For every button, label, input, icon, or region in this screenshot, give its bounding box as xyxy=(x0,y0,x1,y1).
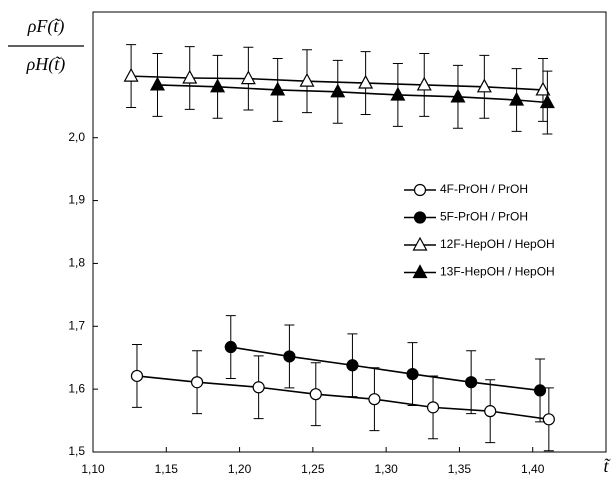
fit-line xyxy=(157,84,548,104)
legend-marker xyxy=(413,211,427,224)
marker xyxy=(539,94,555,109)
marker xyxy=(330,83,346,98)
marker xyxy=(358,74,374,89)
x-tick-label: 1,10 xyxy=(81,462,105,476)
fit-line xyxy=(136,375,549,421)
marker xyxy=(484,405,497,418)
plot-frame xyxy=(92,11,607,453)
y-label-denominator: ρH(t̃) xyxy=(26,54,66,75)
marker xyxy=(426,401,440,414)
marker xyxy=(224,340,237,354)
y-tick-label: 1,6 xyxy=(68,381,85,395)
y-label-numerator: ρF(t̃) xyxy=(27,16,65,37)
marker xyxy=(240,70,256,85)
x-tick-label: 1,40 xyxy=(521,462,545,476)
y-tick-label: 1,9 xyxy=(68,193,85,207)
x-tick-label: 1,25 xyxy=(301,462,325,476)
marker xyxy=(309,388,322,401)
marker xyxy=(182,69,198,84)
x-tick-label: 1,20 xyxy=(228,462,252,476)
y-tick-label: 1,8 xyxy=(68,256,85,270)
marker xyxy=(533,384,547,397)
marker xyxy=(123,67,139,82)
marker xyxy=(542,413,555,426)
fit-line xyxy=(230,346,541,392)
legend-marker xyxy=(412,236,428,251)
fit-line xyxy=(131,75,544,91)
y-tick-label: 1,7 xyxy=(68,318,85,332)
marker xyxy=(299,72,315,87)
x-label: t̃ xyxy=(603,456,611,476)
legend-label: 5F-PrOH / PrOH xyxy=(440,210,528,224)
marker xyxy=(252,381,265,394)
marker xyxy=(535,81,551,96)
marker xyxy=(130,369,144,383)
y-tick-label: 2,0 xyxy=(68,130,85,144)
marker xyxy=(450,88,466,103)
marker xyxy=(283,350,296,363)
marker xyxy=(368,393,381,406)
marker xyxy=(346,359,359,372)
marker xyxy=(270,81,286,96)
marker xyxy=(190,376,204,389)
legend-label: 4F-PrOH / PrOH xyxy=(440,182,528,196)
legend-marker xyxy=(413,183,427,197)
marker xyxy=(509,91,525,106)
marker xyxy=(210,78,226,93)
y-tick-label: 1,5 xyxy=(68,444,85,458)
x-tick-label: 1,35 xyxy=(448,462,472,476)
marker xyxy=(149,76,165,91)
legend-label: 13F-HepOH / HepOH xyxy=(440,265,555,279)
marker xyxy=(476,78,492,93)
marker xyxy=(465,376,478,389)
x-tick-label: 1,15 xyxy=(155,462,179,476)
x-tick-label: 1,30 xyxy=(374,462,398,476)
legend-marker xyxy=(412,264,428,279)
marker xyxy=(390,86,406,101)
legend-label: 12F-HepOH / HepOH xyxy=(440,237,555,251)
marker xyxy=(416,76,432,91)
marker xyxy=(406,367,419,381)
